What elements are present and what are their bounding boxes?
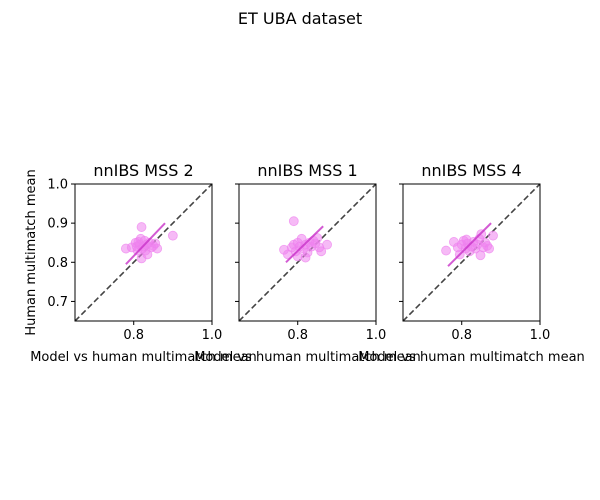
data-point bbox=[288, 216, 299, 227]
data-point bbox=[316, 246, 327, 257]
axes-frame bbox=[74, 183, 213, 322]
subplot-3: 0.8 1.0 nnIBS MSS 4 Model vs human multimat… bbox=[358, 161, 585, 365]
figure-suptitle: ET UBA dataset bbox=[238, 9, 362, 28]
x-tick-label: 0.8 bbox=[123, 328, 144, 343]
y-tick-label: 0.9 bbox=[47, 217, 68, 232]
fit-line bbox=[125, 222, 166, 265]
y-tick-label: 1.0 bbox=[47, 178, 68, 193]
x-axis-label: Model vs human multimatch mean bbox=[358, 350, 585, 365]
subplot-1: 0.8 1.0 0.7 0.8 0.9 1.0 nnIBS MSS 2 Model vs hu… bbox=[24, 161, 257, 365]
data-point bbox=[461, 234, 472, 245]
subplot-title: nnIBS MSS 1 bbox=[257, 161, 357, 180]
fit-line bbox=[285, 225, 324, 264]
x-axis-label: Model vs human multimatch mean bbox=[30, 350, 257, 365]
data-point bbox=[152, 243, 163, 254]
x-tick-label: 0.8 bbox=[287, 328, 308, 343]
x-axis-label: Model vs human multimatch mean bbox=[194, 350, 421, 365]
subplot-title: nnIBS MSS 2 bbox=[93, 161, 193, 180]
fit-line bbox=[447, 222, 492, 267]
data-point bbox=[312, 233, 323, 243]
axes-frame bbox=[238, 183, 377, 322]
x-tick-label: 1.0 bbox=[530, 328, 551, 343]
data-point bbox=[484, 243, 495, 254]
data-point bbox=[322, 239, 332, 250]
y-axis-label: Human multimatch mean bbox=[24, 169, 39, 335]
identity-line bbox=[239, 184, 376, 321]
data-point bbox=[300, 252, 311, 263]
y-tick-label: 0.8 bbox=[47, 256, 68, 271]
plot-area bbox=[403, 184, 540, 321]
subplot-title: nnIBS MSS 4 bbox=[421, 161, 521, 180]
data-point bbox=[488, 230, 498, 241]
y-tick-label: 0.7 bbox=[47, 295, 68, 310]
subplot-2: 0.8 1.0 nnIBS MSS 1 Model vs human multimat… bbox=[194, 161, 421, 365]
identity-line bbox=[75, 184, 212, 321]
x-tick-label: 0.8 bbox=[451, 328, 472, 343]
subplot-panels: 0.8 1.0 0.7 0.8 0.9 1.0 nnIBS MSS 2 Model vs hu… bbox=[24, 161, 585, 365]
axes-frame bbox=[402, 183, 541, 322]
x-tick-label: 1.0 bbox=[202, 328, 223, 343]
data-point bbox=[441, 245, 451, 256]
data-point bbox=[475, 250, 486, 261]
x-tick-label: 1.0 bbox=[366, 328, 387, 343]
identity-line bbox=[403, 184, 540, 321]
plot-area bbox=[239, 184, 376, 321]
data-point bbox=[136, 222, 147, 232]
plot-area bbox=[75, 184, 212, 321]
data-point bbox=[167, 230, 178, 241]
